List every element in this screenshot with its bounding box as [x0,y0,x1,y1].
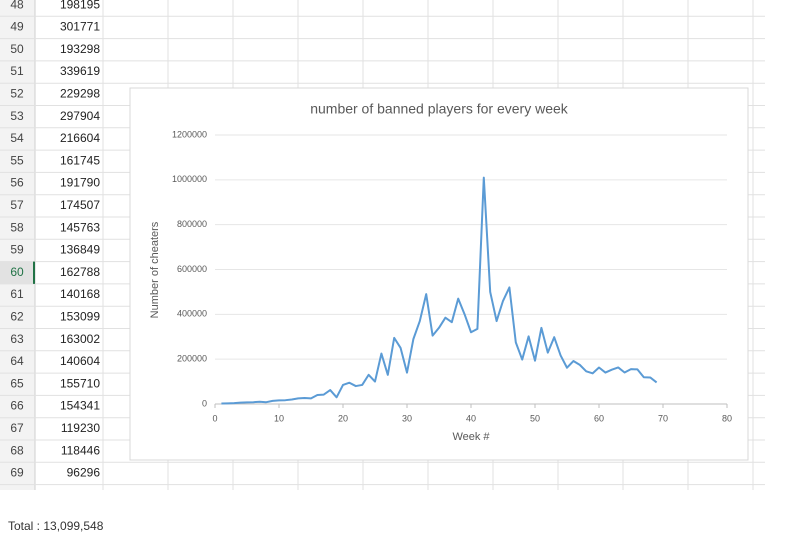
row-number: 56 [10,176,24,190]
chart-frame [129,87,749,461]
row-number: 68 [10,443,24,457]
row-number: 51 [10,64,24,78]
cell-value: 216604 [60,131,100,145]
x-tick-label: 80 [722,413,732,423]
row-number: 67 [10,421,24,435]
cell-value: 198195 [60,0,100,11]
footer-total: Total : 13,099,548 [8,519,104,533]
cell-value: 154341 [60,399,100,413]
cell-value: 118446 [61,443,100,457]
data-line [221,176,658,405]
y-tick-label: 800000 [177,219,207,229]
x-tick-label: 0 [212,413,217,423]
row-number: 69 [10,466,24,480]
row-number: 49 [10,20,24,34]
row-number: 59 [10,243,24,257]
selected-row-header [0,261,35,284]
cell-value: 229298 [60,87,100,101]
cell-value: 301771 [60,20,100,34]
cell-value: 136849 [60,243,100,257]
cell-value: 163002 [60,332,100,346]
cell-value: 297904 [60,109,100,123]
x-tick-label: 30 [402,413,412,423]
row-number: 57 [10,198,24,212]
cell-value: 140168 [60,287,100,301]
row-number: 54 [10,131,24,145]
x-axis-label: Week # [452,431,490,443]
x-tick-label: 60 [594,413,604,423]
cell-value: 191790 [60,176,100,190]
row-number: 61 [10,287,24,301]
row-number: 65 [10,376,24,390]
row-number: 60 [10,265,24,279]
cell-value: 155710 [60,376,100,390]
cell-value: 119230 [61,421,100,435]
chart-title: number of banned players for every week [310,101,569,117]
y-tick-label: 400000 [177,309,207,319]
y-tick-label: 0 [202,398,207,408]
row-number: 52 [10,87,24,101]
x-tick-label: 70 [658,413,668,423]
sheet-cutoff [0,490,800,547]
x-tick-label: 40 [466,413,476,423]
x-tick-label: 20 [338,413,348,423]
row-number: 58 [10,220,24,234]
cell-value: 153099 [60,310,100,324]
row-number: 48 [10,0,24,11]
cell-value: 140604 [60,354,100,368]
x-tick-label: 10 [274,413,284,423]
cell-value: 162788 [60,265,100,279]
y-tick-label: 600000 [177,264,207,274]
cell-value: 96296 [67,466,101,480]
cell-value: 339619 [60,64,100,78]
cell-value: 145763 [60,220,100,234]
row-number: 63 [10,332,24,346]
row-header-column [0,0,35,490]
row-number: 62 [10,310,24,324]
y-axis-label: Number of cheaters [149,221,161,318]
cell-value: 174507 [60,198,100,212]
row-number: 50 [10,42,24,56]
x-tick-label: 50 [530,413,540,423]
row-number: 64 [10,354,24,368]
row-number: 66 [10,399,24,413]
row-number: 53 [10,109,24,123]
cell-value: 161745 [60,153,100,167]
row-number: 55 [10,153,24,167]
y-tick-label: 200000 [177,354,207,364]
y-tick-label: 1200000 [172,129,207,139]
chart: number of banned players for every week … [129,87,749,461]
cell-value: 193298 [60,42,100,56]
y-tick-label: 1000000 [172,174,207,184]
